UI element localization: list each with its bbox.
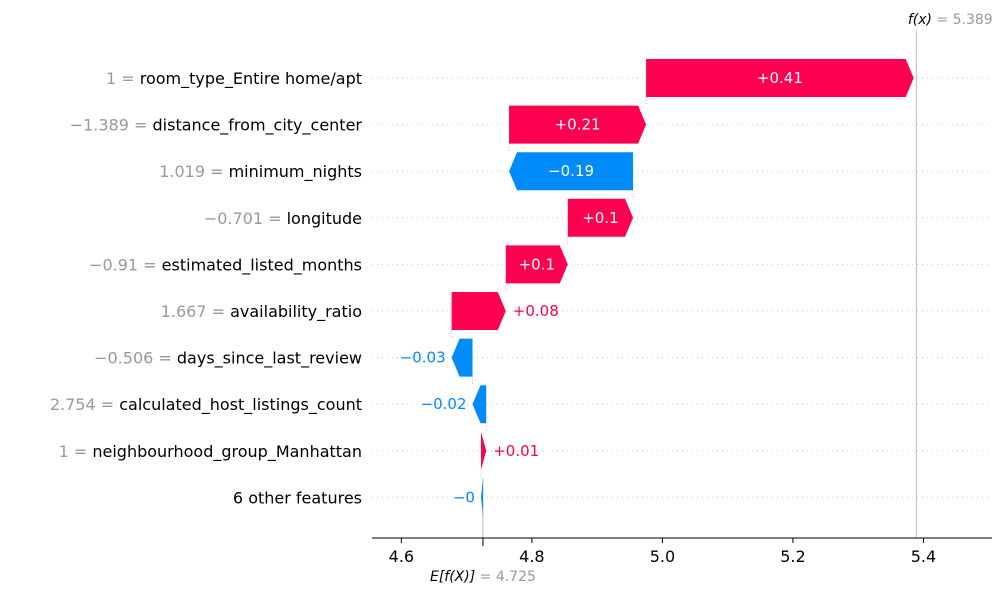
bar-positive (480, 431, 487, 470)
bar-value-label: −0 (453, 488, 475, 506)
bar-value-label: +0.1 (519, 255, 555, 273)
bar-negative (480, 478, 483, 517)
feature-name: days_since_last_review (177, 348, 362, 368)
output-value-symbol: f(x) (908, 12, 937, 28)
output-value-annotation: f(x) = 5.389 (908, 12, 993, 28)
feature-value: 1.667 = (161, 302, 230, 321)
bar-positive (646, 59, 914, 97)
bar-negative (472, 385, 487, 424)
base-value-number: = 4.725 (480, 569, 536, 585)
bar-value-label: +0.08 (513, 302, 559, 320)
feature-name: 6 other features (233, 488, 362, 507)
bar-value-label: +0.41 (757, 69, 803, 87)
bar-value-label: −0.03 (400, 349, 446, 367)
feature-label: 2.754 = calculated_host_listings_count (50, 395, 362, 415)
bar-positive (451, 292, 506, 330)
feature-label: −0.506 = days_since_last_review (94, 348, 362, 368)
bar-positive (567, 198, 634, 237)
feature-label: 6 other features (233, 488, 362, 507)
feature-name: calculated_host_listings_count (119, 395, 362, 415)
feature-label: −0.701 = longitude (204, 208, 362, 227)
bar-value-label: +0.01 (493, 442, 539, 460)
output-value-number: = 5.389 (936, 12, 992, 28)
bar-value-label: +0.1 (582, 209, 618, 227)
bar-value-label: +0.21 (555, 116, 601, 134)
feature-name: distance_from_city_center (153, 115, 363, 135)
bar-positive (509, 105, 647, 144)
feature-label: 1.019 = minimum_nights (159, 162, 362, 182)
feature-label: 1 = room_type_Entire home/apt (106, 69, 362, 89)
feature-value: 1.019 = (159, 162, 228, 181)
base-value-symbol: E[f(X)] (430, 569, 480, 585)
feature-value: −1.389 = (70, 115, 153, 134)
x-tick-label: 5.4 (911, 547, 936, 566)
bar-negative (451, 338, 473, 377)
feature-name: availability_ratio (230, 302, 362, 322)
feature-value: −0.506 = (94, 348, 177, 367)
x-tick-label: 5.0 (650, 547, 675, 566)
feature-value: 1 = (106, 69, 140, 88)
feature-name: minimum_nights (229, 162, 362, 182)
bar-value-label: −0.02 (421, 395, 467, 413)
bar-positive (505, 245, 568, 284)
x-tick-label: 5.2 (780, 547, 805, 566)
feature-label: 1 = neighbourhood_group_Manhattan (59, 441, 362, 461)
feature-name: neighbourhood_group_Manhattan (92, 441, 362, 461)
feature-label: −0.91 = estimated_listed_months (89, 255, 362, 275)
feature-value: 2.754 = (50, 395, 119, 414)
feature-value: −0.701 = (204, 208, 287, 227)
bar-value-label: −0.19 (548, 162, 594, 180)
feature-label: 1.667 = availability_ratio (161, 302, 362, 322)
x-tick-label: 4.6 (389, 547, 414, 566)
bar-negative (509, 152, 634, 191)
feature-value: −0.91 = (89, 255, 162, 274)
feature-value: 1 = (59, 441, 93, 460)
feature-name: room_type_Entire home/apt (140, 69, 362, 89)
feature-label: −1.389 = distance_from_city_center (70, 115, 363, 135)
feature-name: longitude (287, 208, 362, 227)
x-tick-label: 4.8 (519, 547, 544, 566)
base-value-annotation: E[f(X)] = 4.725 (430, 569, 536, 585)
feature-name: estimated_listed_months (162, 255, 362, 275)
